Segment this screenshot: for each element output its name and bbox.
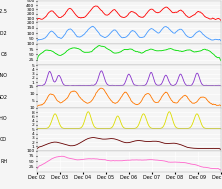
Text: O3: O3 <box>0 52 7 57</box>
Text: PM2.5: PM2.5 <box>0 9 7 14</box>
Text: HONO: HONO <box>0 73 7 78</box>
Text: HCHO: HCHO <box>0 116 7 121</box>
Text: RH: RH <box>0 159 7 164</box>
Text: SO2: SO2 <box>0 95 7 100</box>
Text: CO: CO <box>0 137 7 143</box>
Text: NO2: NO2 <box>0 30 7 36</box>
